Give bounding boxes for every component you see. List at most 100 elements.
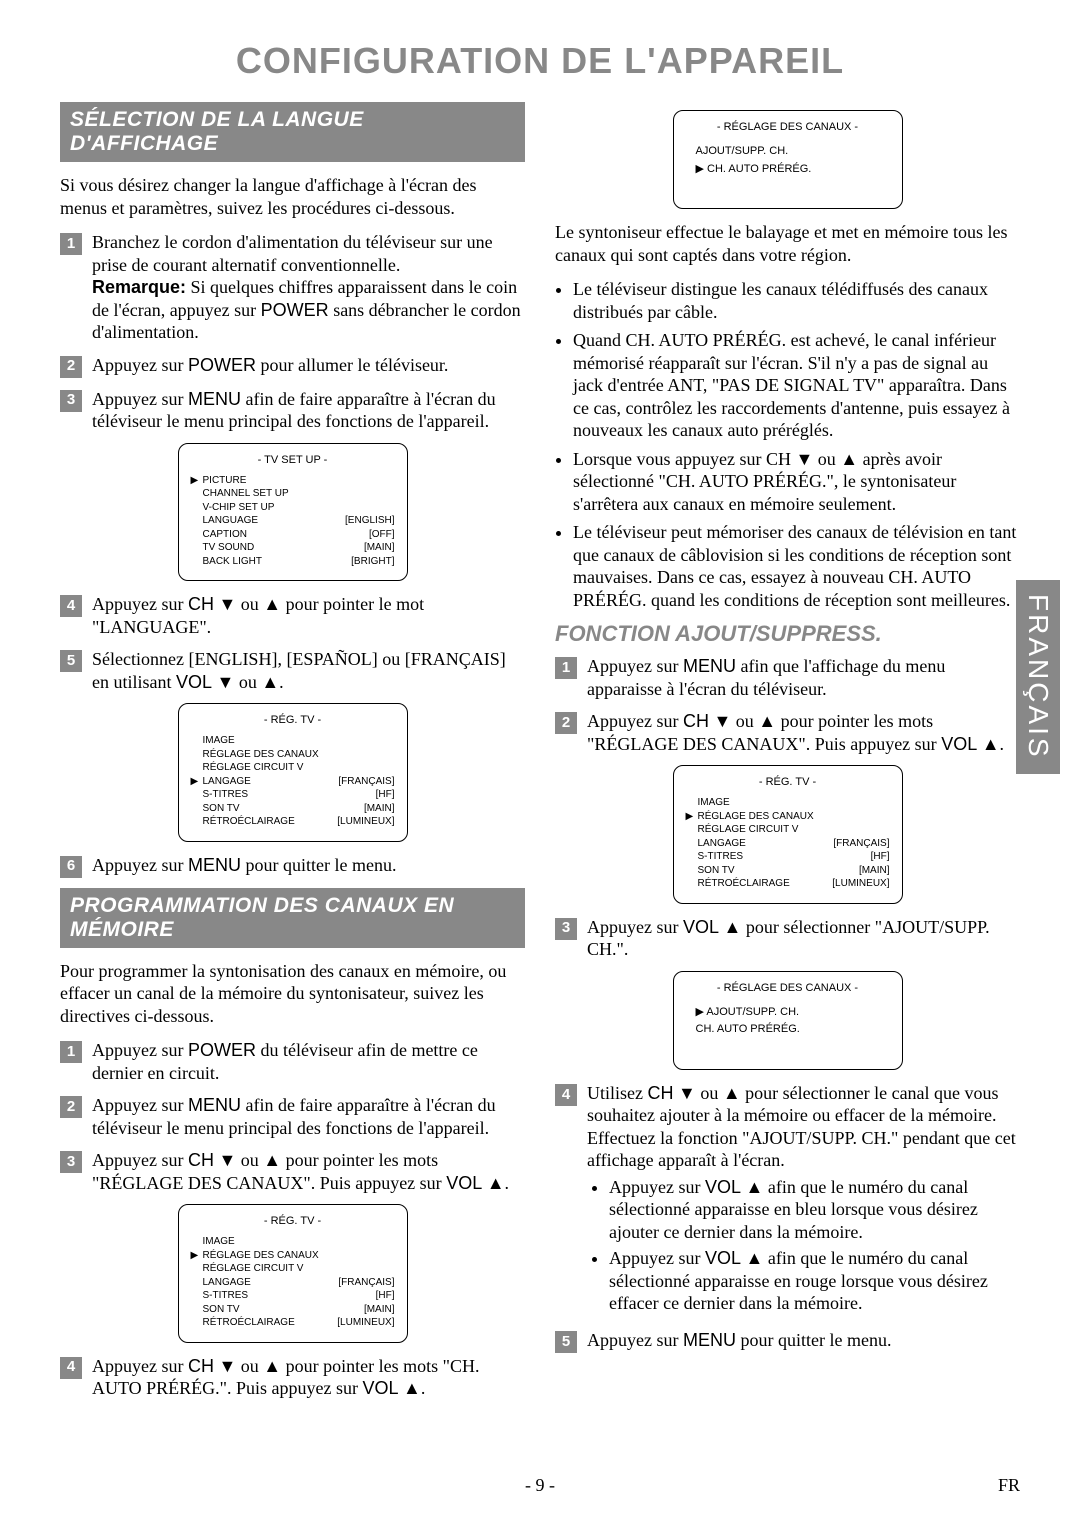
step-text: Appuyez sur [92,855,188,875]
step-text: Appuyez sur [92,1095,188,1115]
step-text: Appuyez sur [92,594,188,614]
menu-label: MENU [188,855,241,875]
ch-label: CH [683,711,709,731]
bullet-item: Quand CH. AUTO PRÉRÉG. est achevé, le ca… [573,329,1020,442]
step-text: Appuyez sur [587,711,683,731]
step-text: Appuyez sur [92,355,188,375]
menu-label: MENU [683,1330,736,1350]
language-side-tab: FRANÇAIS [1016,580,1060,774]
step-text: pour quitter le menu. [241,855,396,875]
left-column: SÉLECTION DE LA LANGUE D'AFFICHAGE Si vo… [60,102,525,1410]
r-step-2: 2 Appuyez sur CH ▼ ou ▲ pour pointer les… [555,710,1020,755]
step-4: 4 Appuyez sur CH ▼ ou ▲ pour pointer le … [60,593,525,638]
vol-label: VOL [446,1173,482,1193]
step-5: 5 Sélectionnez [ENGLISH], [ESPAÑOL] ou [… [60,648,525,693]
menu-label: MENU [683,656,736,676]
sub-bullets: Appuyez sur VOL ▲ afin que le numéro du … [609,1176,1020,1315]
footer-lang: FR [998,1475,1020,1496]
vol-label: VOL [683,917,719,937]
step-text: Appuyez sur [587,917,683,937]
step-text: Sélectionnez [ENGLISH], [ESPAÑOL] ou [FR… [92,649,506,692]
r-step-3: 3 Appuyez sur VOL ▲ pour sélectionner "A… [555,916,1020,961]
step-num-icon: 2 [60,1096,82,1118]
page-number: - 9 - [525,1475,555,1496]
step-num-icon: 4 [555,1084,577,1106]
sub-heading-ajout: FONCTION AJOUT/SUPPRESS. [555,621,1020,647]
menu-label: MENU [188,1095,241,1115]
right-column: - RÉGLAGE DES CANAUX -AJOUT/SUPP. CH.▶ C… [555,102,1020,1410]
vol-label: VOL [941,734,977,754]
ch-label: CH [648,1083,674,1103]
step-num-icon: 5 [555,1331,577,1353]
ch-label: CH [188,1150,214,1170]
page-title: CONFIGURATION DE L'APPAREIL [60,40,1020,82]
power-label: POWER [188,355,256,375]
step-text: ▲. [399,1378,426,1398]
step-num-icon: 3 [555,918,577,940]
step-text: Utilisez [587,1083,648,1103]
osd-reg-tv-r: - RÉG. TV -IMAGE▶RÉGLAGE DES CANAUXRÉGLA… [673,765,903,904]
bullet-item: Le téléviseur distingue les canaux téléd… [573,278,1020,323]
osd-reglage-canaux-top: - RÉGLAGE DES CANAUX -AJOUT/SUPP. CH.▶ C… [673,110,903,209]
step-text: pour quitter le menu. [736,1330,891,1350]
step-2: 2 Appuyez sur POWER pour allumer le télé… [60,354,525,378]
step-num-icon: 3 [60,390,82,412]
step-1: 1 Branchez le cordon d'alimentation du t… [60,231,525,344]
step-text: ▲. [482,1173,509,1193]
menu-label: MENU [188,389,241,409]
sub-bullet-item: Appuyez sur VOL ▲ afin que le numéro du … [609,1176,1020,1244]
s2-step-1: 1 Appuyez sur POWER du téléviseur afin d… [60,1039,525,1084]
step-num-icon: 1 [60,233,82,255]
osd-tv-setup: - TV SET UP -▶PICTURECHANNEL SET UPV-CHI… [178,443,408,582]
footer: - 9 - FR [60,1475,1020,1496]
vol-label: VOL [176,672,212,692]
step-num-icon: 1 [60,1041,82,1063]
intro-text: Si vous désirez changer la langue d'affi… [60,174,525,219]
step-text: Appuyez sur [587,1330,683,1350]
step-num-icon: 4 [60,595,82,617]
sub-bullet-item: Appuyez sur VOL ▲ afin que le numéro du … [609,1247,1020,1315]
ch-label: CH [188,1356,214,1376]
s2-step-3: 3 Appuyez sur CH ▼ ou ▲ pour pointer les… [60,1149,525,1194]
step-text: Appuyez sur [92,1040,188,1060]
step-text: Appuyez sur [587,656,683,676]
s2-step-2: 2 Appuyez sur MENU afin de faire apparaî… [60,1094,525,1139]
step-text: Appuyez sur [92,1356,188,1376]
step-text: pour allumer le téléviseur. [256,355,448,375]
step-text: Appuyez sur [92,1150,188,1170]
step-text: Branchez le cordon d'alimentation du tél… [92,232,493,275]
r-step-4: 4 Utilisez CH ▼ ou ▲ pour sélectionner l… [555,1082,1020,1319]
osd-reg-tv-2: - RÉG. TV -IMAGE▶RÉGLAGE DES CANAUXRÉGLA… [178,1204,408,1343]
step-num-icon: 4 [60,1357,82,1379]
intro-text: Le syntoniseur effectue le balayage et m… [555,221,1020,266]
osd-reglage-canaux-r: - RÉGLAGE DES CANAUX -▶ AJOUT/SUPP. CH. … [673,971,903,1070]
step-text: ▼ ou ▲. [212,672,284,692]
step-num-icon: 1 [555,657,577,679]
remarque-label: Remarque: [92,277,186,297]
r-step-5: 5 Appuyez sur MENU pour quitter le menu. [555,1329,1020,1353]
step-text: Appuyez sur [92,389,188,409]
step-text: ▲. [977,734,1004,754]
s2-step-4: 4 Appuyez sur CH ▼ ou ▲ pour pointer les… [60,1355,525,1400]
bullets-list: Le téléviseur distingue les canaux téléd… [573,278,1020,611]
step-text: Effectuez la fonction "AJOUT/SUPP. CH." … [587,1128,1016,1171]
content-columns: SÉLECTION DE LA LANGUE D'AFFICHAGE Si vo… [60,102,1020,1410]
intro-text: Pour programmer la syntonisation des can… [60,960,525,1028]
step-3: 3 Appuyez sur MENU afin de faire apparaî… [60,388,525,433]
step-num-icon: 2 [60,356,82,378]
power-label: POWER [188,1040,256,1060]
step-num-icon: 2 [555,712,577,734]
step-num-icon: 3 [60,1151,82,1173]
r-step-1: 1 Appuyez sur MENU afin que l'affichage … [555,655,1020,700]
section-header-channels: PROGRAMMATION DES CANAUX EN MÉMOIRE [60,888,525,948]
osd-reg-tv-1: - RÉG. TV -IMAGERÉGLAGE DES CANAUXRÉGLAG… [178,703,408,842]
step-num-icon: 6 [60,856,82,878]
step-num-icon: 5 [60,650,82,672]
bullet-item: Lorsque vous appuyez sur CH ▼ ou ▲ après… [573,448,1020,516]
bullet-item: Le téléviseur peut mémoriser des canaux … [573,521,1020,611]
step-6: 6 Appuyez sur MENU pour quitter le menu. [60,854,525,878]
ch-label: CH [188,594,214,614]
vol-label: VOL [363,1378,399,1398]
section-header-language: SÉLECTION DE LA LANGUE D'AFFICHAGE [60,102,525,162]
power-label: POWER [261,300,329,320]
